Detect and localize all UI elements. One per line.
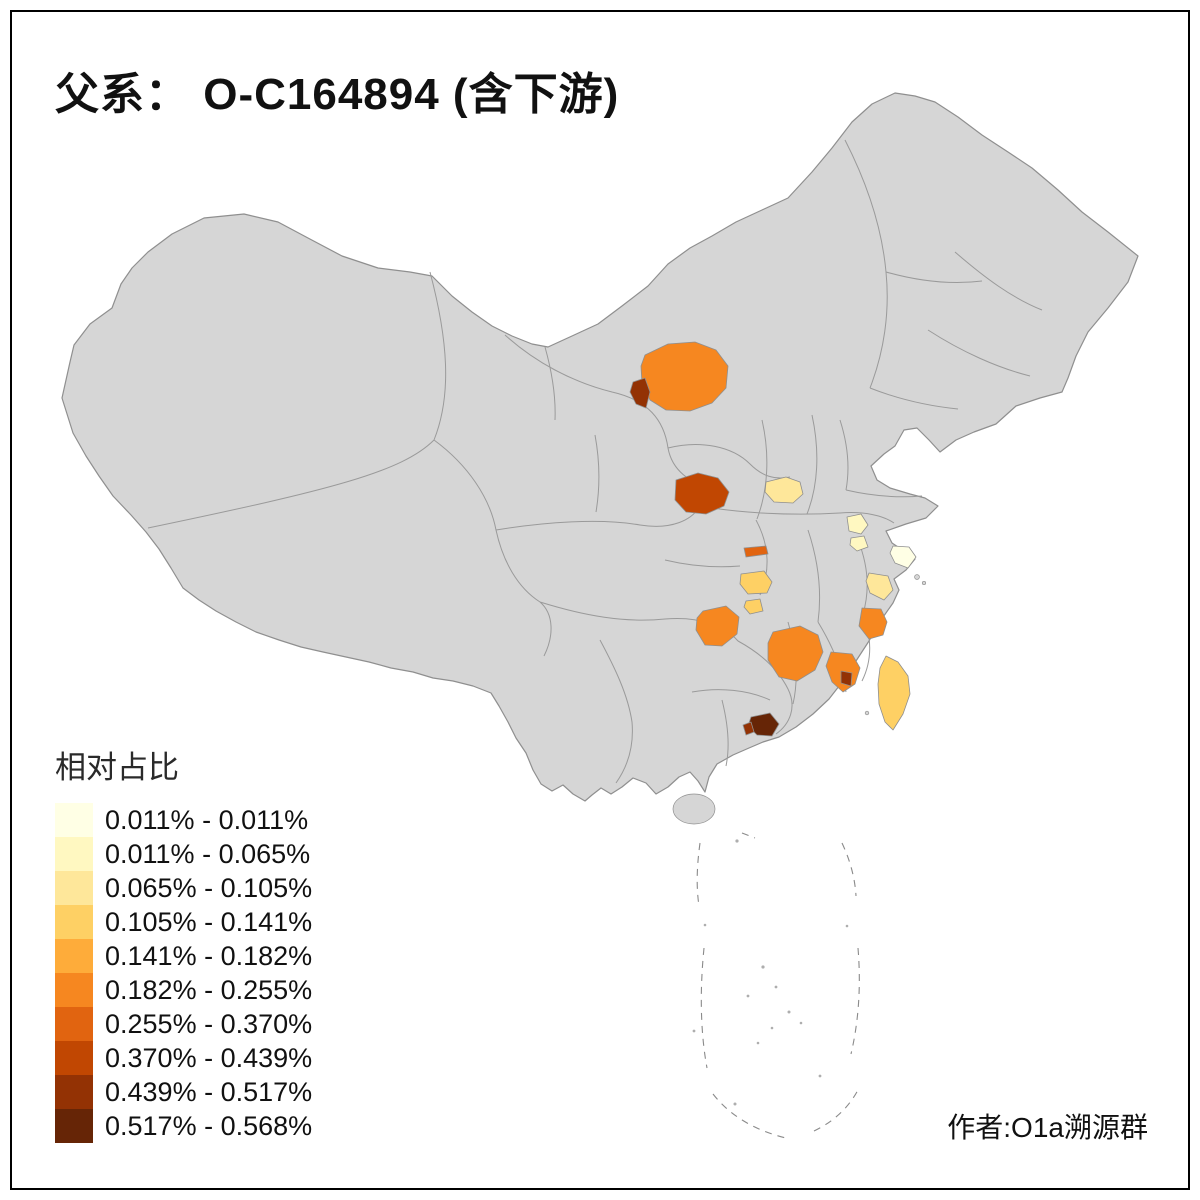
legend-row: 0.141% - 0.182% [55, 939, 312, 973]
china-mainland [61, 92, 1139, 802]
highlight-shanghai [889, 545, 917, 569]
islet [746, 994, 750, 998]
highlight-anhui-b [849, 535, 869, 552]
highlight-zhejiang-south [858, 607, 888, 640]
highlight-hunan-jiangxi [767, 625, 824, 682]
islet [787, 1010, 791, 1014]
islet [703, 923, 707, 927]
page-title: 父系： O-C164894 (含下游) [55, 70, 620, 119]
legend-row: 0.370% - 0.439% [55, 1041, 312, 1075]
legend-label: 0.065% - 0.105% [105, 872, 313, 903]
penghu-island [864, 710, 870, 716]
legend-swatch [55, 837, 93, 871]
hainan-island [672, 793, 716, 825]
islet [845, 924, 849, 928]
zhoushan-islet [921, 580, 927, 586]
legend: 相对占比 0.011% - 0.011% 0.011% - 0.065% 0.0… [55, 742, 312, 1143]
islet [774, 985, 778, 989]
legend-swatch [55, 1007, 93, 1041]
highlight-zhejiang-north [865, 572, 894, 601]
highlight-hubei-b [743, 598, 764, 615]
legend-label: 0.517% - 0.568% [105, 1110, 313, 1141]
highlight-inner-mongolia-dark [629, 377, 651, 409]
legend-label: 0.182% - 0.255% [105, 974, 313, 1005]
legend-swatch [55, 905, 93, 939]
highlight-anhui-a [846, 513, 869, 535]
south-china-sea-dash-line [696, 832, 860, 1139]
legend-row: 0.517% - 0.568% [55, 1109, 312, 1143]
islet [799, 1021, 803, 1025]
legend-swatch [55, 1109, 93, 1143]
legend-row: 0.065% - 0.105% [55, 871, 312, 905]
legend-label: 0.105% - 0.141% [105, 906, 313, 937]
legend-swatch [55, 939, 93, 973]
legend-swatch [55, 871, 93, 905]
legend-swatch [55, 803, 93, 837]
islet [818, 1074, 822, 1078]
islet [770, 1026, 774, 1030]
islet [692, 1029, 696, 1033]
legend-row: 0.011% - 0.065% [55, 837, 312, 871]
legend-label: 0.141% - 0.182% [105, 940, 313, 971]
highlight-chongqing [695, 605, 740, 647]
highlight-henan [764, 476, 804, 504]
legend-swatch [55, 1041, 93, 1075]
legend-row: 0.439% - 0.517% [55, 1075, 312, 1109]
highlight-shaanxi [674, 472, 730, 515]
legend-label: 0.439% - 0.517% [105, 1076, 313, 1107]
legend-row: 0.011% - 0.011% [55, 803, 312, 837]
sea-islets [692, 839, 849, 1106]
islet [733, 1102, 737, 1106]
islet [761, 965, 765, 969]
legend-swatch [55, 973, 93, 1007]
islet [735, 839, 739, 843]
islet [756, 1041, 760, 1045]
zhoushan-island [914, 574, 920, 580]
province-borders [147, 139, 1043, 784]
author-credit: 作者:O1a溯源群 [947, 1112, 1148, 1143]
legend-label: 0.370% - 0.439% [105, 1042, 313, 1073]
highlight-taiwan [877, 655, 911, 731]
highlight-guangdong-spot [742, 721, 755, 736]
highlight-hubei-a [739, 570, 773, 595]
legend-label: 0.011% - 0.011% [105, 804, 309, 835]
legend-swatch [55, 1075, 93, 1109]
highlight-hubei-strip [743, 545, 769, 558]
legend-row: 0.255% - 0.370% [55, 1007, 312, 1041]
legend-label: 0.011% - 0.065% [105, 838, 311, 869]
legend-title: 相对占比 [55, 750, 179, 785]
highlight-fujian-dark [840, 670, 853, 687]
legend-row: 0.105% - 0.141% [55, 905, 312, 939]
legend-label: 0.255% - 0.370% [105, 1008, 313, 1039]
legend-row: 0.182% - 0.255% [55, 973, 312, 1007]
